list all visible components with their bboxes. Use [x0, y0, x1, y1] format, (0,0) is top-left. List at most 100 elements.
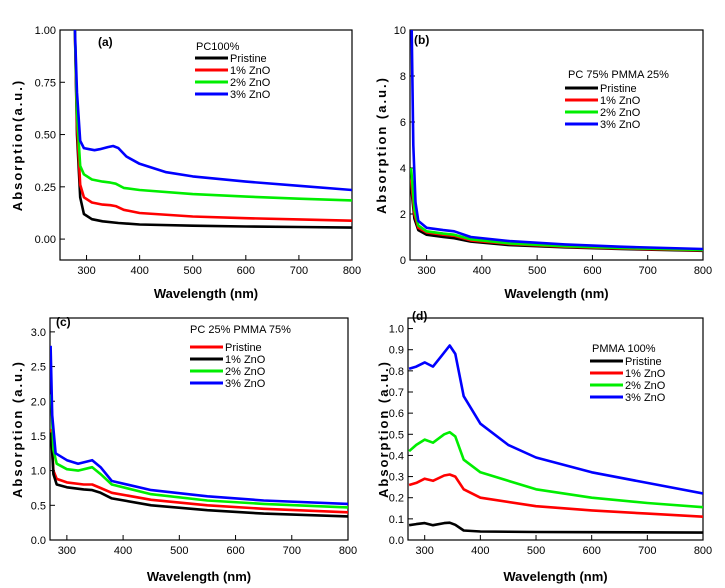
x-tick-label: 400 — [473, 265, 491, 277]
x-tick-label: 800 — [694, 545, 712, 557]
panel-label: (c) — [56, 315, 71, 329]
x-tick-label: 500 — [184, 265, 202, 277]
x-tick-label: 600 — [226, 545, 244, 557]
plot-frame — [49, 317, 349, 541]
y-tick-label: 0.1 — [389, 514, 404, 526]
y-tick-label: 0.3 — [389, 472, 404, 484]
legend-entry: 1% ZnO — [625, 368, 666, 380]
x-tick-label: 400 — [471, 545, 489, 557]
x-tick-label: 300 — [77, 265, 95, 277]
x-tick-label: 500 — [528, 265, 546, 277]
y-axis-label: Absorption (a.u.) — [376, 360, 391, 498]
series-line-2-zno — [408, 430, 703, 509]
y-tick-label: 1.5 — [31, 431, 46, 443]
y-tick-label: 1.0 — [389, 324, 404, 336]
x-tick-label: 600 — [237, 265, 255, 277]
legend-entry: 1% ZnO — [600, 95, 641, 107]
legend-entry: 1% ZnO — [225, 354, 266, 366]
x-tick-label: 600 — [582, 545, 600, 557]
legend-entry: Pristine — [625, 356, 662, 368]
series-line-3-zno — [408, 344, 703, 495]
legend-title: PC 25% PMMA 75% — [190, 324, 291, 336]
y-tick-label: 0.75 — [35, 77, 56, 89]
y-axis-label: Absorption (a.u.) — [10, 360, 25, 498]
x-tick-label: 600 — [583, 265, 601, 277]
y-tick-label: 2 — [400, 209, 406, 221]
y-axis-label: Absorption(a.u.) — [10, 79, 25, 211]
y-tick-label: 3.0 — [31, 327, 46, 339]
series-line-pristine — [50, 428, 348, 514]
legend-entry: 3% ZnO — [230, 89, 271, 101]
y-tick-label: 0.00 — [35, 234, 56, 246]
y-tick-label: 0.6 — [389, 408, 404, 420]
x-tick-label: 800 — [339, 545, 357, 557]
legend-entry: 1% ZnO — [230, 65, 271, 77]
plot-frame — [409, 29, 704, 261]
legend-entry: 3% ZnO — [600, 119, 641, 131]
y-tick-label: 6 — [400, 117, 406, 129]
y-tick-label: 0.8 — [389, 366, 404, 378]
y-tick-label: 1.0 — [31, 466, 46, 478]
x-axis-label: Wavelength (nm) — [147, 569, 251, 584]
y-tick-label: 0.50 — [35, 130, 56, 142]
y-tick-label: 2.5 — [31, 362, 46, 374]
x-tick-label: 300 — [417, 265, 435, 277]
y-tick-label: 0.5 — [389, 429, 404, 441]
y-tick-label: 0.2 — [389, 493, 404, 505]
x-tick-label: 400 — [114, 545, 132, 557]
plot-frame — [407, 317, 704, 541]
y-tick-label: 0.0 — [31, 535, 46, 547]
legend-title: PC 75% PMMA 25% — [568, 69, 669, 81]
x-tick-label: 700 — [639, 265, 657, 277]
series-line-pristine — [408, 521, 703, 534]
panel-label: (d) — [412, 309, 427, 323]
x-tick-label: 700 — [283, 545, 301, 557]
series-line-3-zno — [50, 345, 348, 506]
y-tick-label: 0.5 — [31, 500, 46, 512]
legend-entry: 2% ZnO — [600, 107, 641, 119]
panel-label: (a) — [98, 35, 113, 49]
y-tick-label: 4 — [400, 163, 406, 175]
panel-d: 300 400 500 600 700 800 0.0 0.1 0.2 0.3 0.4 0.5 0.6 0… — [376, 309, 712, 584]
y-tick-label: 0 — [400, 255, 406, 267]
panel-a: 300 400 500 600 700 800 0.00 0.25 0.50 0.75 1.00 (a… — [10, 25, 361, 301]
y-tick-label: 0.0 — [389, 535, 404, 547]
panel-label: (b) — [414, 33, 429, 47]
plot-frame — [59, 29, 353, 261]
legend-entry: 2% ZnO — [230, 77, 271, 89]
series-line-3-zno — [73, 30, 352, 192]
legend-entry: 2% ZnO — [625, 380, 666, 392]
y-tick-label: 0.7 — [389, 387, 404, 399]
panel-c: 300 400 500 600 700 800 0.0 0.5 1.0 1.5 2.0 2.5 3.0 (… — [10, 315, 357, 584]
series-line-3-zno — [410, 30, 703, 251]
x-tick-label: 700 — [638, 545, 656, 557]
legend-title: PC100% — [196, 41, 240, 53]
legend-entry: 2% ZnO — [225, 366, 266, 378]
y-tick-label: 0.25 — [35, 182, 56, 194]
y-axis-label: Absorption (a.u.) — [374, 76, 389, 214]
x-tick-label: 500 — [527, 545, 545, 557]
x-tick-label: 800 — [343, 265, 361, 277]
x-tick-label: 400 — [130, 265, 148, 277]
y-tick-label: 1.00 — [35, 25, 56, 37]
x-tick-label: 500 — [170, 545, 188, 557]
series-line-1-zno — [410, 179, 703, 252]
y-tick-label: 2.0 — [31, 396, 46, 408]
series-line-pristine — [410, 186, 703, 253]
series-line-1-zno — [408, 473, 703, 518]
series-line-1-zno — [73, 30, 352, 222]
legend-entry: 3% ZnO — [225, 378, 266, 390]
legend-entry: Pristine — [225, 342, 262, 354]
x-tick-label: 300 — [416, 545, 434, 557]
x-axis-label: Wavelength (nm) — [154, 286, 258, 301]
x-tick-label: 700 — [290, 265, 308, 277]
x-axis-label: Wavelength (nm) — [503, 569, 607, 584]
legend-entry: Pristine — [600, 83, 637, 95]
y-tick-label: 8 — [400, 71, 406, 83]
series-line-1-zno — [50, 432, 348, 518]
legend-entry: Pristine — [230, 53, 267, 65]
x-axis-label: Wavelength (nm) — [504, 286, 608, 301]
y-tick-label: 10 — [394, 25, 406, 37]
series-line-2-zno — [73, 30, 352, 202]
